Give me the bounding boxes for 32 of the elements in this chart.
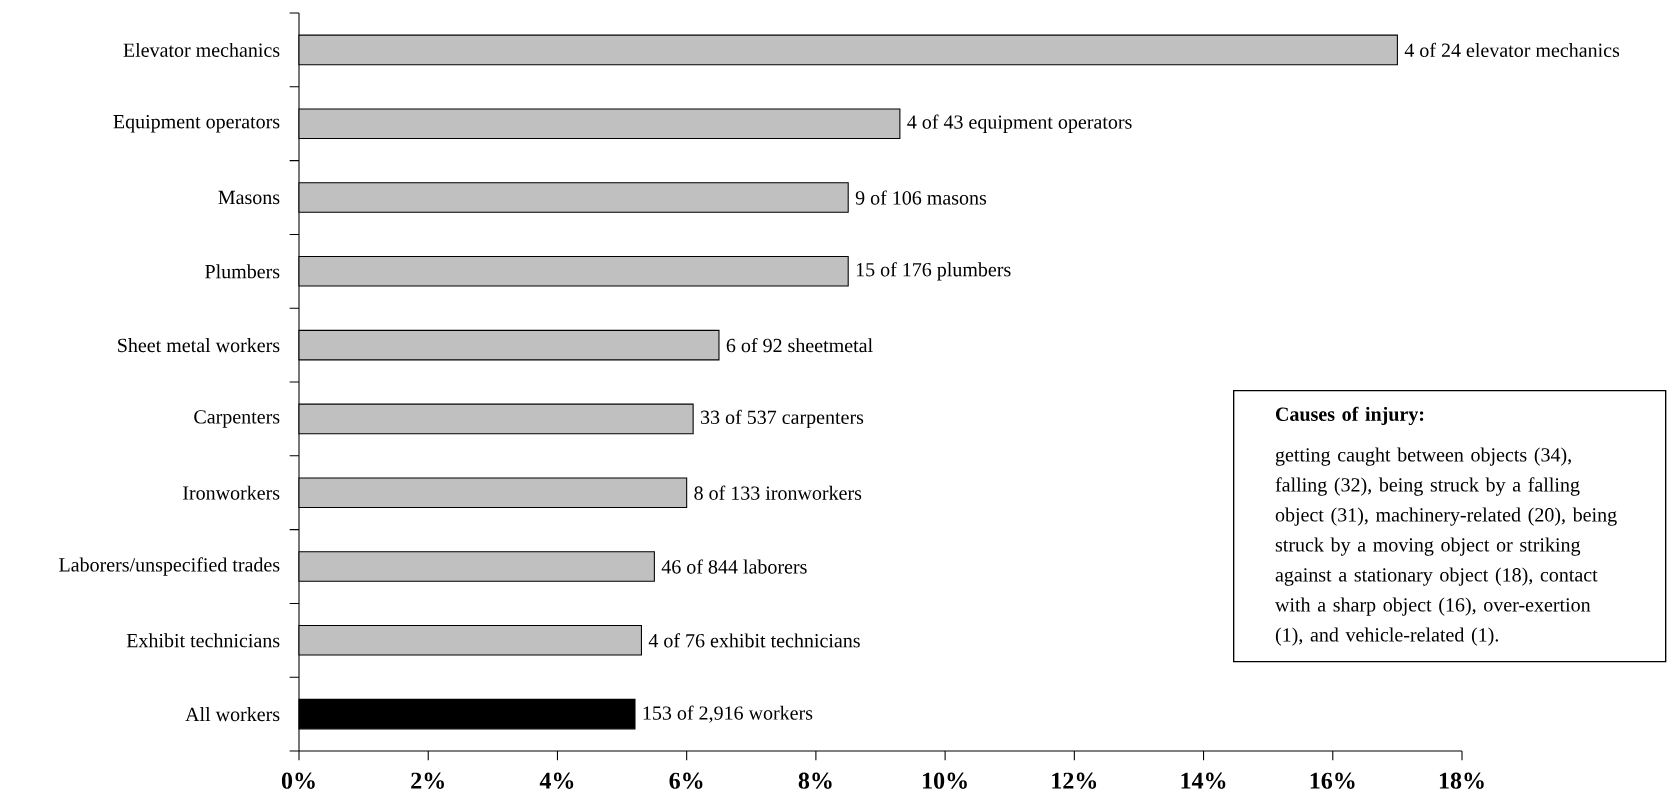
y-tick-label: All workers xyxy=(185,707,280,722)
y-tick-label: Sheet metal workers xyxy=(118,338,280,353)
y-tick-label: Elevator mechanics xyxy=(123,42,280,57)
annotation: 33 of 537 carpenters xyxy=(701,409,864,429)
annotation: 4 of 76 exhibit technicians xyxy=(648,633,860,648)
annotation: 15 of 176 plumbers xyxy=(856,262,1011,281)
y-tick-label: Ironworkers xyxy=(183,485,280,500)
annotation: 9 of 106 masons xyxy=(855,190,987,205)
annotation: 4 of 24 elevator mechanics xyxy=(1404,42,1620,58)
annotation: 4 of 43 equipment operators xyxy=(907,114,1132,133)
y-tick-label: Carpenters xyxy=(194,410,280,428)
x-tick-label: 8% xyxy=(798,772,832,789)
x-tick-label: 18% xyxy=(1439,772,1484,789)
x-tick-label: 4% xyxy=(539,772,574,789)
annotation: 46 of 844 laborers xyxy=(661,559,807,574)
y-tick-label: Equipment operators xyxy=(113,114,280,133)
y-tick-label: Masons xyxy=(218,190,280,205)
y-tick-label: Laborers/unspecified trades xyxy=(59,557,280,576)
annotation: 153 of 2,916 workers xyxy=(643,705,813,723)
x-tick-label: 12% xyxy=(1052,772,1097,789)
annotation: Causes of injury: xyxy=(1276,406,1424,426)
x-tick-label: 0% xyxy=(281,772,315,789)
annotation: getting caught between objects (34), falling (32), being struck by a falling object (31), machinery-related (20), being struck by a moving object or striking against a stationary object (18), contact with a sharp object (16), over-exertion (1), and vehicle-related (1). xyxy=(1275,447,1617,646)
x-tick-label: 6% xyxy=(669,772,703,789)
x-tick-label: 10% xyxy=(923,772,967,789)
annotation: 6 of 92 sheetmetal xyxy=(726,337,873,353)
x-tick-label: 16% xyxy=(1310,772,1355,789)
y-tick-label: Plumbers xyxy=(205,264,280,279)
x-tick-label: 2% xyxy=(411,772,444,789)
x-tick-label: 14% xyxy=(1181,772,1226,789)
annotation: 8 of 133 ironworkers xyxy=(694,485,862,500)
y-tick-label: Exhibit technicians xyxy=(126,633,280,648)
